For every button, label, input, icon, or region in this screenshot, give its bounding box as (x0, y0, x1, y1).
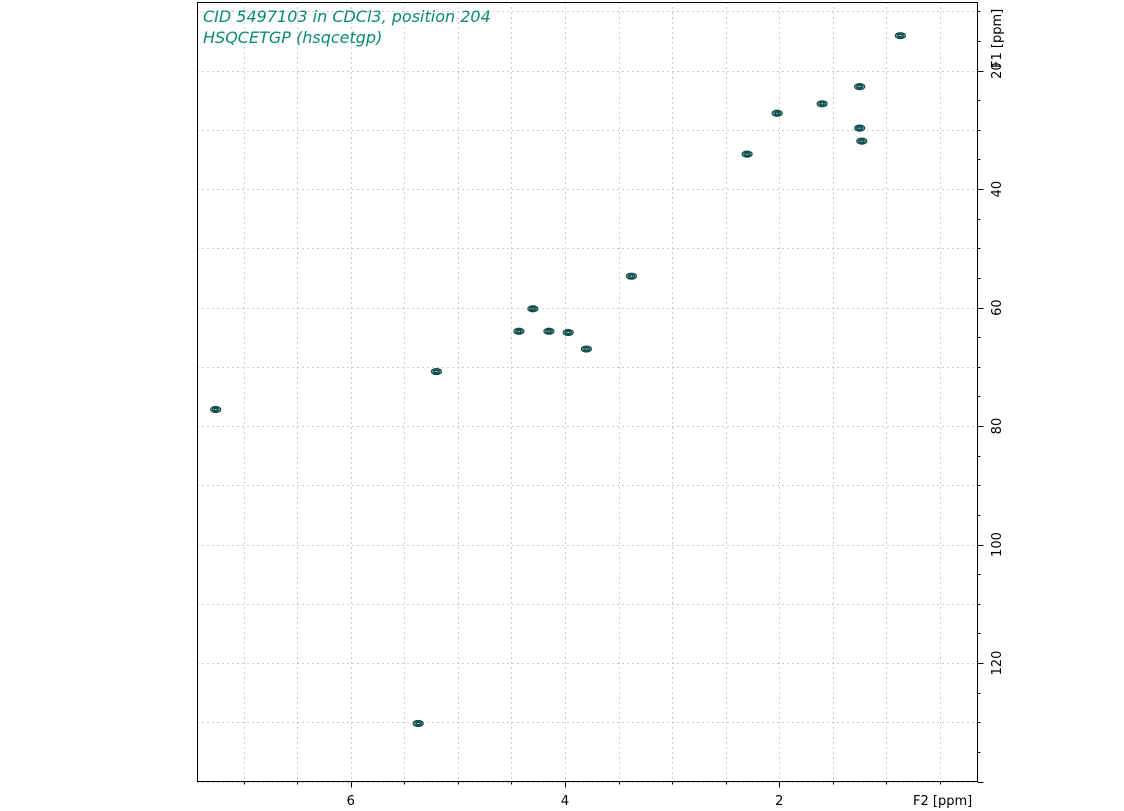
axis-ticks (244, 11, 984, 788)
peak (543, 327, 555, 335)
chart-subtitle: HSQCETGP (hsqcetgp) (203, 28, 382, 47)
peak (894, 32, 906, 40)
y-tick-label: 20 (990, 62, 1005, 79)
x-tick-label: 6 (347, 794, 355, 809)
x-axis-label: F2 [ppm] (913, 794, 972, 809)
y-axis-label: F1 [ppm] (990, 9, 1005, 68)
chart-title: CID 5497103 in CDCl3, position 204 (203, 7, 491, 26)
peak (856, 137, 868, 145)
peak (816, 100, 828, 108)
tick-labels: 6 4 2 20 40 60 80 100 120 (347, 62, 1005, 809)
peak (771, 109, 783, 117)
y-tick-label: 100 (990, 532, 1005, 557)
y-tick-label: 60 (990, 299, 1005, 316)
y-tick-label: 120 (990, 651, 1005, 676)
peak (854, 124, 866, 132)
peak (210, 405, 222, 414)
grid-lines (197, 2, 978, 783)
y-tick-label: 40 (990, 181, 1005, 198)
x-tick-label: 4 (561, 794, 569, 809)
x-tick-label: 2 (775, 794, 783, 809)
peak (562, 328, 574, 337)
peak (854, 83, 866, 91)
peak (527, 305, 539, 313)
peak (412, 719, 424, 728)
y-tick-label: 80 (990, 418, 1005, 435)
plot-frame (197, 2, 978, 782)
peak (580, 345, 593, 353)
peak (741, 150, 753, 158)
peak (430, 367, 443, 376)
peak (513, 327, 525, 335)
peak (625, 272, 638, 280)
peak-contours (210, 32, 906, 728)
